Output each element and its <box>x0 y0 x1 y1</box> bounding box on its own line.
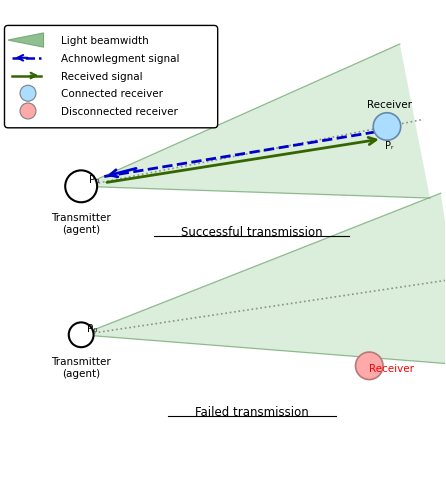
Polygon shape <box>8 34 44 48</box>
Text: P₀: P₀ <box>89 174 99 184</box>
Text: Successful transmission: Successful transmission <box>181 226 322 239</box>
Text: Light beamwidth: Light beamwidth <box>61 36 149 46</box>
Text: Received signal: Received signal <box>61 72 143 81</box>
Polygon shape <box>81 194 446 365</box>
Text: Transmitter
(agent): Transmitter (agent) <box>51 213 111 234</box>
Text: Transmitter
(agent): Transmitter (agent) <box>51 356 111 378</box>
Text: Failed transmission: Failed transmission <box>195 405 309 418</box>
Text: Achnowlegment signal: Achnowlegment signal <box>61 54 180 64</box>
Text: P₀: P₀ <box>87 324 98 333</box>
Circle shape <box>355 352 383 380</box>
Circle shape <box>20 86 36 102</box>
Text: Connected receiver: Connected receiver <box>61 89 163 99</box>
Polygon shape <box>81 45 430 199</box>
Text: Receiver: Receiver <box>369 363 414 373</box>
Text: Receiver: Receiver <box>367 99 412 109</box>
Circle shape <box>373 113 401 141</box>
Circle shape <box>69 323 94 348</box>
FancyBboxPatch shape <box>4 26 218 129</box>
Text: Pᵣ: Pᵣ <box>385 141 393 150</box>
Circle shape <box>20 104 36 120</box>
Circle shape <box>65 171 97 203</box>
Text: Disconnected receiver: Disconnected receiver <box>61 107 178 117</box>
